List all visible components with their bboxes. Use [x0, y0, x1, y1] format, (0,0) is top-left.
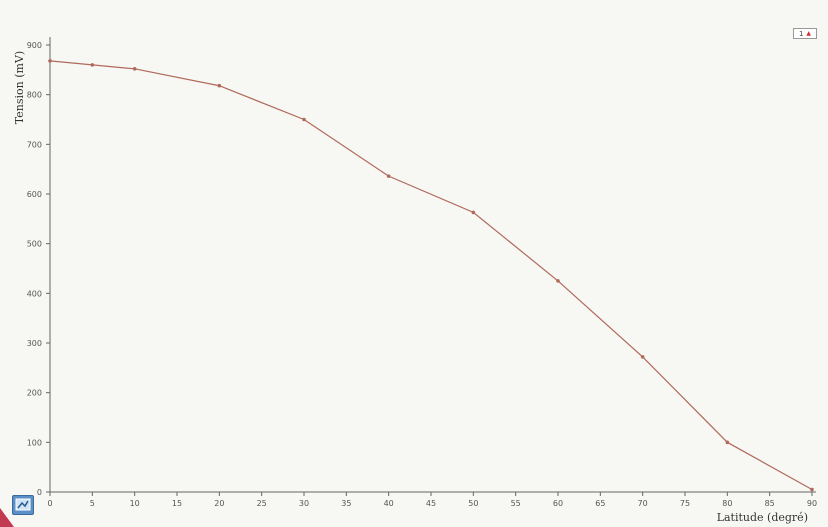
plot-background	[50, 37, 812, 492]
legend-label: 1	[798, 29, 804, 38]
y-tick-label: 700	[27, 140, 42, 149]
x-tick-label: 35	[341, 499, 351, 508]
x-tick-label: 20	[214, 499, 224, 508]
x-tick-label: 25	[257, 499, 267, 508]
x-axis-title: Latitude (degré)	[717, 511, 808, 524]
x-tick-label: 45	[426, 499, 436, 508]
x-tick-label: 90	[807, 499, 817, 508]
y-tick-label: 900	[27, 41, 42, 50]
y-tick-label: 800	[27, 91, 42, 100]
x-tick-label: 0	[47, 499, 52, 508]
x-tick-label: 85	[765, 499, 775, 508]
x-tick-label: 10	[130, 499, 140, 508]
y-tick-label: 400	[27, 289, 42, 298]
x-tick-label: 80	[722, 499, 732, 508]
x-tick-label: 50	[468, 499, 478, 508]
data-point	[640, 355, 645, 359]
data-point	[90, 63, 95, 67]
data-point	[386, 174, 391, 178]
legend-toggle-button[interactable]: 1 ▲	[793, 28, 817, 39]
data-point	[217, 83, 222, 88]
y-axis-title: Tension (mV)	[13, 51, 26, 124]
y-tick-label: 200	[27, 389, 42, 398]
data-point	[302, 117, 306, 122]
data-point	[48, 59, 52, 63]
x-tick-label: 65	[595, 499, 605, 508]
ticks: 0 5 10 15 20 25 30 35 40 45 50 55 60 65 70 75 80 85 900100…	[27, 41, 817, 508]
x-tick-label: 70	[638, 499, 648, 508]
x-tick-label: 30	[299, 499, 309, 508]
data-point	[725, 440, 730, 445]
x-tick-label: 75	[680, 499, 690, 508]
x-tick-label: 15	[172, 499, 182, 508]
data-point	[556, 279, 560, 283]
data-point	[471, 210, 476, 215]
x-tick-label: 5	[90, 499, 95, 508]
y-tick-label: 0	[37, 488, 42, 497]
data-point	[132, 67, 137, 71]
y-tick-label: 100	[27, 438, 42, 447]
x-tick-label: 60	[553, 499, 563, 508]
series	[48, 59, 814, 492]
data-point	[810, 487, 814, 492]
y-tick-label: 300	[27, 339, 42, 348]
y-tick-label: 600	[27, 190, 42, 199]
triangle-up-icon: ▲	[806, 30, 812, 37]
x-tick-label: 55	[511, 499, 521, 508]
x-tick-label: 40	[384, 499, 394, 508]
app-icon[interactable]	[12, 495, 34, 515]
axes	[49, 37, 816, 493]
y-tick-label: 500	[27, 240, 42, 249]
